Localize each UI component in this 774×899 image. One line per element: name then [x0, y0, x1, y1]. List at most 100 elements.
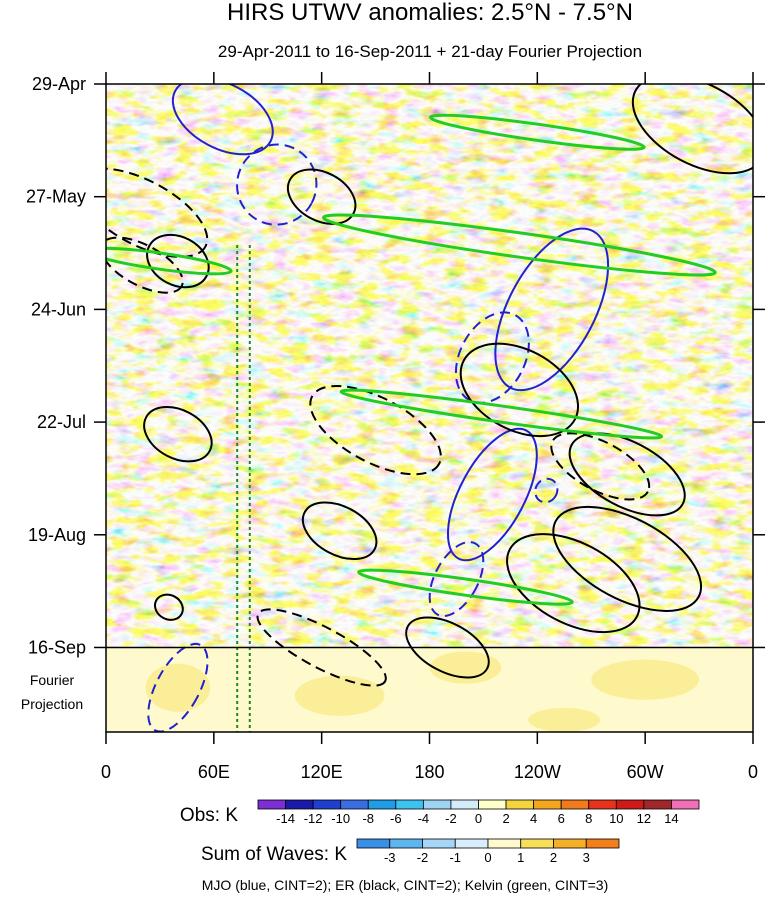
colorbar-swatch: [560, 799, 590, 810]
projection-anomaly: [145, 663, 211, 712]
chart-title: HIRS UTWV anomalies: 2.5°N - 7.5°N: [227, 0, 633, 26]
obs-colorbar: -14 -12 -10 -8 -6 -4 -2 0 2 4 6 8 10 12 14: [257, 799, 700, 826]
waves-colorbar-label: Sum of Waves: K: [201, 844, 347, 865]
colorbar-tick-label: -10: [331, 811, 350, 826]
er-contour: [153, 593, 184, 621]
colorbar-tick-label: 10: [609, 811, 623, 826]
x-tick-label: 0: [748, 762, 758, 782]
colorbar-swatch: [588, 799, 617, 810]
x-tick-label: 120W: [514, 762, 561, 782]
colorbar-tick-label: 3: [583, 850, 590, 865]
colorbar-tick-label: 12: [637, 811, 651, 826]
x-tick-label: 60E: [198, 762, 230, 782]
er-contour: [405, 616, 490, 679]
colorbar-tick-label: 6: [558, 811, 565, 826]
kelvin-contour: [429, 113, 646, 151]
colorbar-swatch: [643, 799, 672, 810]
y-axis: 29-Apr 27-May 24-Jun 22-Jul 19-Aug 16-Sep: [26, 74, 765, 657]
colorbar-tick-label: -3: [384, 850, 396, 865]
mjo-contour: [454, 311, 530, 404]
x-tick-label: 180: [414, 762, 444, 782]
projection-anomaly: [591, 659, 700, 700]
colorbar-swatch: [285, 799, 314, 810]
y-tick-label: 19-Aug: [28, 525, 86, 545]
x-tick-label: 120E: [301, 762, 343, 782]
er-contour: [506, 533, 641, 634]
colorbar-swatch: [422, 799, 452, 810]
projection-label-line2: Projection: [21, 696, 83, 712]
colorbar-tick-label: 8: [585, 811, 592, 826]
projection-label-line1: Fourier: [30, 672, 75, 688]
er-contour: [106, 167, 209, 258]
mjo-contour: [446, 427, 538, 562]
colorbar-swatch: [671, 799, 700, 810]
projection-anomaly: [294, 675, 385, 716]
er-contour: [552, 505, 703, 612]
y-tick-label: 22-Jul: [37, 412, 86, 432]
mjo-contour: [534, 477, 559, 504]
colorbar-swatch: [257, 799, 286, 810]
projection-anomaly: [429, 651, 502, 684]
colorbar-swatch: [505, 799, 535, 810]
x-tick-label: 60W: [627, 762, 664, 782]
colorbar-swatch: [615, 799, 645, 810]
er-contour: [459, 342, 580, 438]
er-contour: [631, 84, 753, 175]
er-contour: [301, 501, 378, 561]
colorbar-tick-label: -8: [362, 811, 374, 826]
colorbar-swatch: [422, 838, 456, 849]
kelvin-contour: [322, 213, 717, 277]
mjo-contour: [171, 84, 274, 156]
colorbar-tick-label: 2: [550, 850, 557, 865]
colorbar-tick-label: 1: [517, 850, 524, 865]
colorbar-tick-label: 14: [664, 811, 678, 826]
colorbar-swatch: [585, 838, 620, 849]
colorbar-tick-label: 2: [502, 811, 509, 826]
colorbar-swatch: [478, 799, 507, 810]
colorbar-swatch: [533, 799, 562, 810]
colorbar-swatch: [389, 838, 423, 849]
colorbar-tick-label: 4: [530, 811, 537, 826]
colorbar-swatch: [553, 838, 587, 849]
obs-colorbar-label: Obs: K: [180, 805, 238, 826]
colorbar-swatch: [340, 799, 369, 810]
colorbar-tick-label: -2: [417, 850, 429, 865]
colorbar-tick-label: 0: [484, 850, 491, 865]
colorbar-tick-label: -6: [390, 811, 402, 826]
x-axis: 0 60E 120E 180 120W 60W 0: [101, 72, 758, 782]
colorbar-tick-label: -2: [445, 811, 457, 826]
colorbar-tick-label: 0: [475, 811, 482, 826]
legend-note: MJO (blue, CINT=2); ER (black, CINT=2); …: [202, 877, 609, 893]
kelvin-contour: [106, 246, 233, 276]
mjo-contour: [428, 541, 485, 618]
colorbar-swatch: [312, 799, 342, 810]
er-contour: [309, 385, 442, 476]
colorbar-swatch: [356, 838, 391, 849]
colorbar-swatch: [520, 838, 554, 849]
er-contour: [568, 432, 686, 517]
observation-field: [106, 84, 753, 648]
kelvin-contour: [339, 388, 664, 440]
plot-area: [106, 84, 753, 732]
chart-subtitle: 29-Apr-2011 to 16-Sep-2011 + 21-day Four…: [218, 42, 642, 61]
projection-anomaly: [528, 707, 601, 732]
colorbar-tick-label: -12: [304, 811, 323, 826]
projection-field: [106, 648, 753, 732]
er-contour: [143, 405, 213, 463]
waves-colorbar: -3 -2 -1 0 1 2 3: [356, 838, 620, 865]
er-contour: [256, 608, 387, 687]
y-tick-label: 24-Jun: [31, 299, 86, 319]
colorbar-tick-label: -14: [276, 811, 295, 826]
wave-contours: [106, 84, 753, 732]
colorbar-swatch: [450, 799, 479, 810]
mjo-contour: [236, 143, 318, 226]
er-contour: [286, 168, 357, 225]
colorbar-swatch: [367, 799, 397, 810]
colorbar-tick-label: -4: [418, 811, 430, 826]
er-contour: [146, 233, 210, 289]
y-tick-label: 16-Sep: [28, 637, 86, 657]
x-tick-label: 0: [101, 762, 111, 782]
y-tick-label: 29-Apr: [32, 74, 86, 94]
colorbar-swatch: [395, 799, 424, 810]
